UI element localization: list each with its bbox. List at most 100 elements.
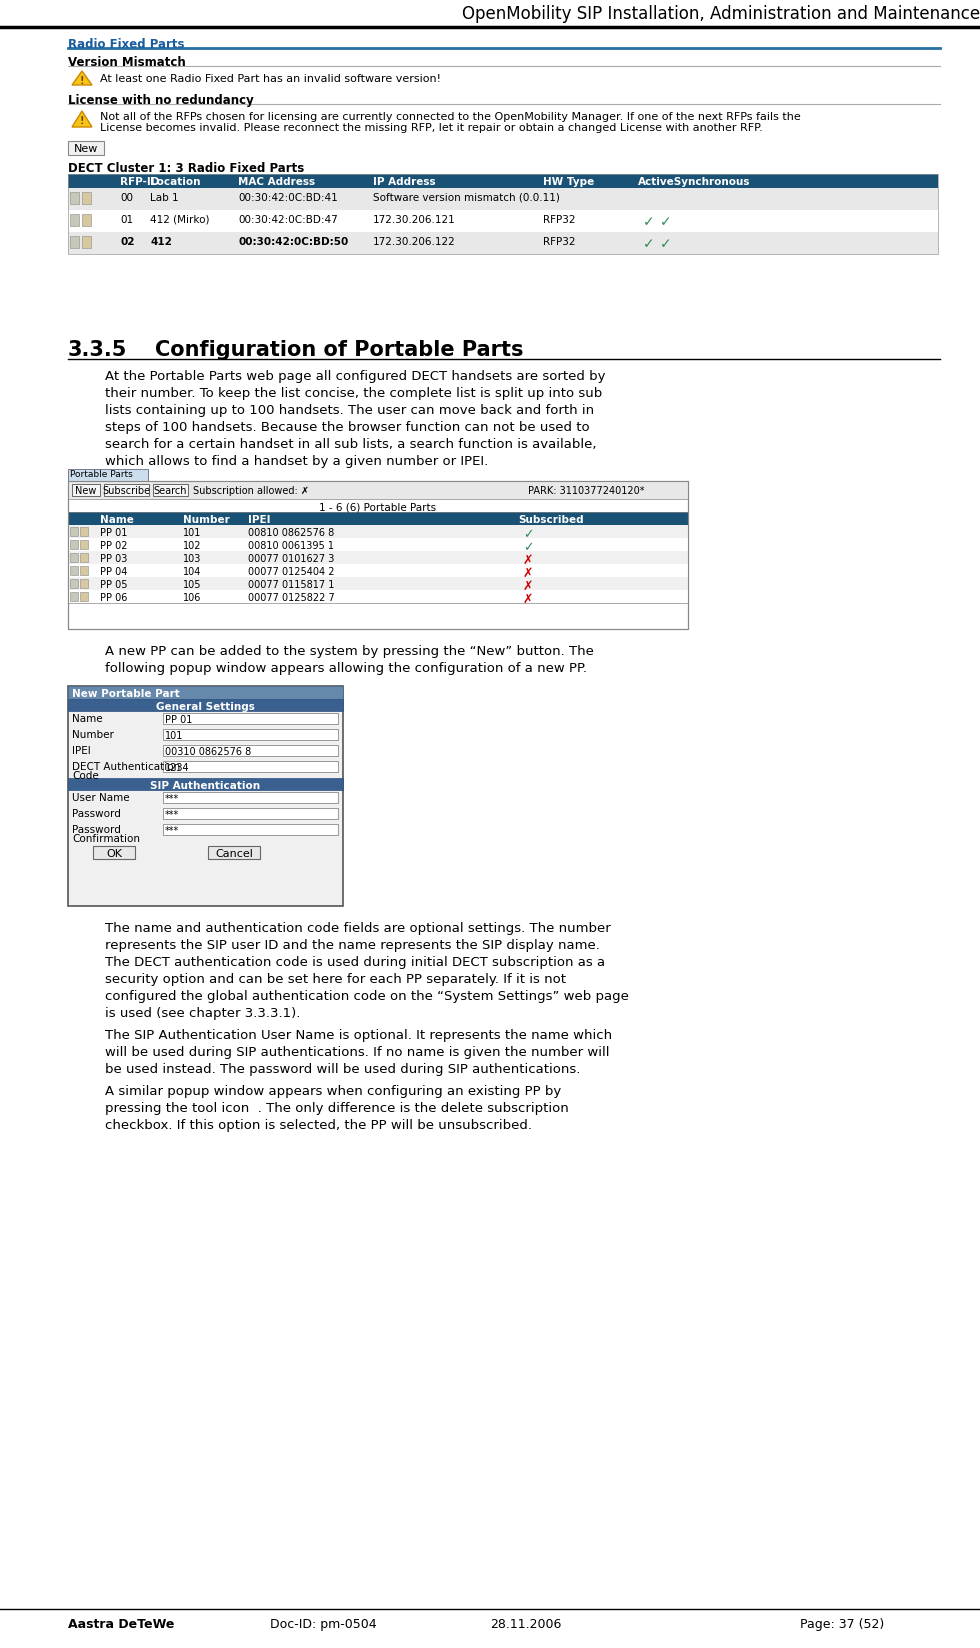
Text: MAC Address: MAC Address (238, 176, 316, 186)
Bar (68, 590, 688, 603)
Text: !: ! (79, 76, 84, 86)
Bar (80, 593, 88, 602)
Bar (70, 593, 78, 602)
Bar (68, 481, 688, 499)
Bar (104, 485, 149, 496)
Text: 103: 103 (183, 554, 201, 564)
Text: User Name: User Name (72, 793, 129, 803)
Text: which allows to find a handset by a given number or IPEI.: which allows to find a handset by a give… (105, 455, 488, 468)
Bar (68, 190, 938, 211)
Text: OK: OK (106, 849, 122, 859)
Text: 00077 0125822 7: 00077 0125822 7 (248, 593, 335, 603)
Text: 00:30:42:0C:BD:47: 00:30:42:0C:BD:47 (238, 214, 338, 224)
Text: 106: 106 (183, 593, 201, 603)
Text: is used (see chapter 3.3.3.1).: is used (see chapter 3.3.3.1). (105, 1007, 301, 1020)
Bar (68, 778, 343, 791)
Bar (70, 237, 79, 249)
Bar (70, 541, 78, 550)
Text: RFP32: RFP32 (543, 214, 575, 224)
Text: Configuration of Portable Parts: Configuration of Portable Parts (155, 339, 523, 359)
Text: Portable Parts: Portable Parts (70, 470, 132, 478)
Text: Subscription allowed: ✗: Subscription allowed: ✗ (193, 486, 309, 496)
Text: DECT Authentication: DECT Authentication (72, 761, 180, 771)
Text: IPEI: IPEI (248, 514, 270, 524)
Text: ✓: ✓ (523, 527, 533, 541)
Text: A new PP can be added to the system by pressing the “New” button. The: A new PP can be added to the system by p… (105, 644, 594, 658)
Bar (70, 527, 78, 537)
Text: 3.3.5: 3.3.5 (68, 339, 127, 359)
Text: New Portable Part: New Portable Part (72, 689, 179, 699)
Bar (68, 175, 938, 190)
Text: pressing the tool icon  . The only difference is the delete subscription: pressing the tool icon . The only differ… (105, 1101, 568, 1114)
Text: their number. To keep the list concise, the complete list is split up into sub: their number. To keep the list concise, … (105, 387, 603, 400)
Bar (68, 526, 688, 539)
Text: ✗: ✗ (523, 554, 533, 567)
Bar (68, 175, 938, 255)
Text: 412: 412 (150, 237, 172, 247)
Text: 00077 0101627 3: 00077 0101627 3 (248, 554, 334, 564)
Bar (68, 513, 688, 603)
Bar (163, 714, 338, 725)
Text: 00810 0061395 1: 00810 0061395 1 (248, 541, 334, 550)
Text: 172.30.206.121: 172.30.206.121 (373, 214, 456, 224)
Text: PP 03: PP 03 (100, 554, 127, 564)
Text: New: New (74, 143, 98, 153)
Text: PP 01: PP 01 (100, 527, 127, 537)
Bar (68, 565, 688, 578)
Text: 02: 02 (120, 237, 134, 247)
Bar (68, 513, 688, 526)
Text: 00077 0115817 1: 00077 0115817 1 (248, 580, 334, 590)
Bar (163, 824, 338, 836)
Text: Doc-ID: pm-0504: Doc-ID: pm-0504 (270, 1617, 376, 1630)
Text: IPEI: IPEI (72, 745, 91, 755)
Bar (68, 687, 343, 906)
Text: Radio Fixed Parts: Radio Fixed Parts (68, 38, 184, 51)
Bar (68, 481, 688, 630)
Bar (82, 214, 91, 227)
Text: 00077 0125404 2: 00077 0125404 2 (248, 567, 334, 577)
Text: The name and authentication code fields are optional settings. The number: The name and authentication code fields … (105, 921, 611, 934)
Text: Password: Password (72, 824, 121, 834)
Text: ✓: ✓ (660, 237, 671, 250)
Text: ActiveSynchronous: ActiveSynchronous (638, 176, 751, 186)
Text: 00810 0862576 8: 00810 0862576 8 (248, 527, 334, 537)
Text: Confirmation: Confirmation (72, 834, 140, 844)
Bar (72, 485, 100, 496)
Text: PARK: 3110377240120*: PARK: 3110377240120* (528, 486, 645, 496)
Text: ✓: ✓ (643, 214, 655, 229)
Text: ✓: ✓ (643, 237, 655, 250)
Text: The DECT authentication code is used during initial DECT subscription as a: The DECT authentication code is used dur… (105, 956, 605, 969)
Text: Search: Search (153, 486, 187, 496)
Text: ✗: ✗ (523, 567, 533, 580)
Text: Name: Name (100, 514, 134, 524)
Text: 101: 101 (183, 527, 201, 537)
Text: lists containing up to 100 handsets. The user can move back and forth in: lists containing up to 100 handsets. The… (105, 404, 594, 417)
Bar (208, 847, 260, 860)
Text: At the Portable Parts web page all configured DECT handsets are sorted by: At the Portable Parts web page all confi… (105, 369, 606, 382)
Polygon shape (72, 73, 92, 86)
Bar (163, 761, 338, 773)
Bar (80, 554, 88, 562)
Text: Page: 37 (52): Page: 37 (52) (800, 1617, 884, 1630)
Text: checkbox. If this option is selected, the PP will be unsubscribed.: checkbox. If this option is selected, th… (105, 1119, 532, 1131)
Text: Location: Location (150, 176, 201, 186)
Text: HW Type: HW Type (543, 176, 594, 186)
Text: 00:30:42:0C:BD:50: 00:30:42:0C:BD:50 (238, 237, 348, 247)
Bar (163, 809, 338, 819)
Text: ✗: ✗ (523, 580, 533, 593)
Text: !: ! (79, 115, 84, 125)
Bar (82, 193, 91, 204)
Text: Software version mismatch (0.0.11): Software version mismatch (0.0.11) (373, 193, 560, 203)
Text: 104: 104 (183, 567, 201, 577)
Text: At least one Radio Fixed Part has an invalid software version!: At least one Radio Fixed Part has an inv… (100, 74, 441, 84)
Text: Number: Number (183, 514, 229, 524)
Bar (68, 211, 938, 232)
Text: 1 - 6 (6) Portable Parts: 1 - 6 (6) Portable Parts (319, 501, 436, 511)
Bar (82, 237, 91, 249)
Text: 105: 105 (183, 580, 202, 590)
Bar (93, 847, 135, 860)
Bar (68, 699, 343, 712)
Bar (68, 687, 343, 699)
Text: 01: 01 (120, 214, 133, 224)
Text: New: New (75, 486, 97, 496)
